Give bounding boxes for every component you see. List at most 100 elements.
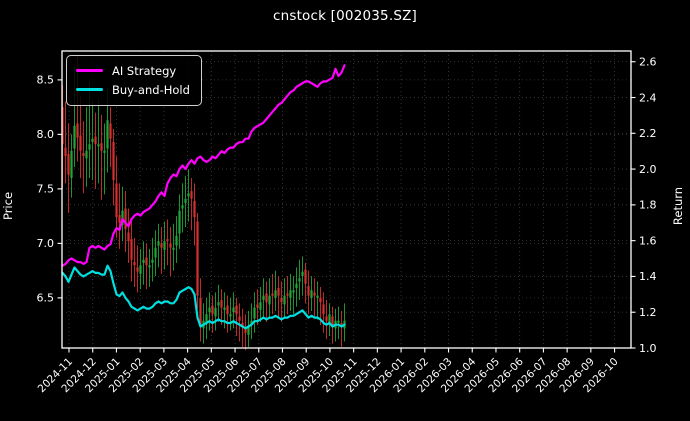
candle-body [118, 215, 121, 223]
candle-body [127, 232, 130, 242]
candle-body [265, 293, 268, 303]
legend-item-buy-and-hold: Buy-and-Hold [76, 80, 190, 99]
candle-body [100, 143, 103, 151]
candle-body [76, 123, 79, 138]
candle-body [223, 307, 226, 310]
left-tick-label: 7.0 [37, 237, 55, 250]
candle-body [196, 221, 199, 296]
candle-body [64, 147, 67, 157]
candle-body [268, 295, 271, 305]
candle-body [121, 210, 124, 225]
chart-title: cnstock [002035.SZ] [272, 8, 418, 24]
candle-body [286, 293, 289, 296]
candle-body [205, 314, 208, 323]
candle-body [184, 198, 187, 204]
candle-body [145, 257, 148, 266]
candle-body [154, 247, 157, 258]
left-axis-title: Price [1, 191, 15, 221]
candle-body [250, 320, 253, 325]
candle-body [253, 307, 256, 319]
right-tick-label: 1.6 [639, 234, 657, 247]
right-axis-title: Return [671, 186, 685, 226]
legend-label: AI Strategy [112, 63, 177, 78]
ai-strategy-line [61, 64, 346, 267]
buy-and-hold-line-swatch [76, 87, 103, 92]
candle-body [235, 305, 238, 315]
candle-body [124, 208, 127, 230]
candle-body [112, 142, 115, 181]
candle-body [271, 293, 274, 296]
right-tick-label: 1.0 [639, 342, 657, 355]
candle-body [211, 305, 214, 315]
right-tick-label: 2.0 [639, 163, 657, 176]
candle-body [331, 316, 334, 327]
candle-body [319, 297, 322, 303]
candle-body [277, 288, 280, 296]
candle-body [310, 290, 313, 298]
candle-body [157, 241, 160, 246]
candle-body [340, 322, 343, 327]
candle-body [217, 302, 220, 306]
candle-body [91, 138, 94, 143]
candle-body [160, 243, 163, 248]
candle-body [181, 205, 184, 209]
candle-body [82, 152, 85, 157]
ai-strategy-line-swatch [76, 68, 103, 73]
candle-body [193, 200, 196, 218]
legend: AI Strategy Buy-and-Hold [66, 55, 202, 106]
candle-body [244, 328, 247, 333]
candle-body [283, 295, 286, 305]
right-tick-label: 2.4 [639, 91, 657, 104]
candle-body [151, 259, 154, 263]
candle-body [130, 239, 133, 260]
candle-body [280, 297, 283, 303]
candle-body [148, 265, 151, 268]
candle-body [175, 235, 178, 246]
right-tick-label: 2.6 [639, 56, 657, 69]
legend-item-ai-strategy: AI Strategy [76, 61, 190, 80]
right-tick-label: 1.4 [639, 270, 657, 283]
candle-body [316, 295, 319, 298]
candle-body [85, 150, 88, 159]
candle-body [187, 193, 190, 197]
candle-body [208, 307, 211, 313]
candle-body [88, 144, 91, 150]
candle-body [295, 283, 298, 289]
candle-body [220, 300, 223, 308]
buy-and-hold-line [61, 264, 346, 330]
candle-body [328, 314, 331, 323]
candle-body [70, 150, 73, 178]
candle-body [139, 265, 142, 274]
candle-body [79, 135, 82, 151]
candle-body [190, 191, 193, 199]
candle-body [142, 259, 145, 263]
right-tick-label: 2.2 [639, 127, 657, 140]
plot-border [61, 50, 632, 349]
candle-body [229, 314, 232, 317]
candle-body [238, 316, 241, 321]
candle-body [73, 125, 76, 149]
left-tick-label: 6.5 [37, 292, 55, 305]
candle-body [226, 305, 229, 315]
candle-body [67, 153, 70, 175]
candle-body [106, 120, 109, 149]
candle-body [292, 290, 295, 293]
candle-body [322, 304, 325, 315]
candle-body [103, 150, 106, 153]
candle-body [133, 261, 136, 266]
left-tick-label: 8.5 [37, 74, 55, 87]
candle-body [313, 292, 316, 296]
candle-body [163, 241, 166, 250]
candle-body [109, 123, 112, 139]
candle-body [97, 144, 100, 147]
candle-body [214, 307, 217, 317]
candle-body [94, 136, 97, 145]
candle-body [232, 307, 235, 313]
legend-label: Buy-and-Hold [112, 82, 190, 97]
candle-body [307, 285, 310, 296]
candle-body [256, 304, 259, 308]
candle-body [115, 183, 118, 218]
candle-body [298, 278, 301, 282]
